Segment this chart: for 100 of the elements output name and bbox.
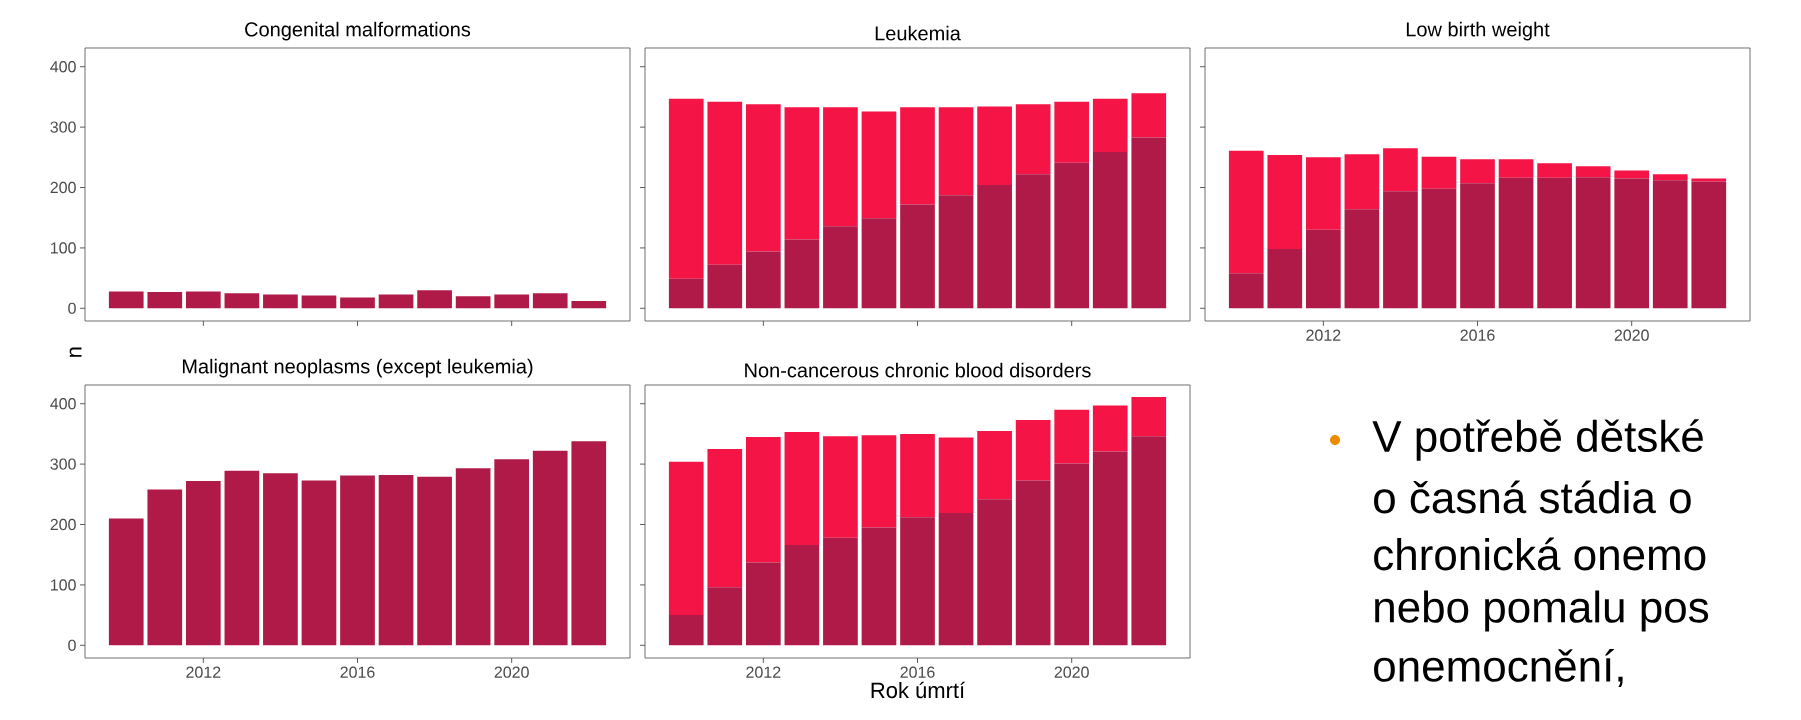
bar: [417, 290, 452, 309]
bar: [263, 294, 298, 309]
y-tick-label: 400: [50, 398, 76, 410]
bar: [784, 239, 820, 309]
bar: [1498, 159, 1534, 178]
bar: [1575, 166, 1611, 178]
bar: [745, 562, 781, 646]
bar: [977, 499, 1012, 646]
bar: [861, 527, 897, 646]
bar: [494, 294, 530, 309]
bar: [784, 432, 820, 546]
y-tick-label: 0: [68, 639, 76, 651]
bar: [823, 537, 858, 646]
x-tick-label: 2020: [1614, 329, 1649, 341]
bar: [823, 436, 858, 538]
bar: [1092, 98, 1128, 152]
bar: [977, 430, 1012, 500]
bar: [1015, 174, 1051, 309]
bar: [1228, 273, 1264, 309]
bar: [263, 473, 298, 646]
bar: [668, 461, 704, 616]
bar: [494, 459, 530, 646]
bar: [938, 437, 974, 514]
bar: [668, 98, 704, 279]
y-tick-label: 400: [50, 61, 76, 73]
bar: [1652, 180, 1688, 309]
bar: [938, 195, 974, 309]
bar: [977, 106, 1012, 186]
bar: [1015, 104, 1051, 175]
bar: [340, 297, 375, 309]
x-tick-label: 2016: [1460, 329, 1495, 341]
bar: [1054, 101, 1090, 163]
bar: [455, 296, 491, 309]
bar: [861, 111, 897, 219]
bar: [707, 264, 743, 309]
bar: [455, 468, 491, 646]
bar: [1092, 405, 1128, 452]
text: V potřebě dětské: [1372, 419, 1703, 461]
bar: [185, 481, 221, 646]
x-tick-label: 2016: [340, 666, 375, 678]
bar: [1228, 150, 1264, 274]
bar: [1054, 162, 1090, 309]
bar: [900, 204, 935, 309]
bar: [900, 433, 935, 518]
bar: [147, 292, 183, 309]
bar: [108, 518, 144, 646]
y-axis-title: n: [69, 347, 82, 357]
bar: [1131, 397, 1167, 437]
bar: [668, 278, 704, 309]
bar: [977, 185, 1012, 309]
bar: [745, 251, 781, 309]
bar: [900, 517, 935, 646]
y-tick-label: 300: [50, 458, 76, 470]
bar: [784, 545, 820, 646]
text: nebo pomalu pos: [1375, 590, 1709, 632]
bar: [745, 104, 781, 252]
bar: [571, 301, 607, 309]
bar: [1306, 157, 1341, 230]
bar: [1383, 191, 1418, 309]
bar: [1344, 209, 1380, 309]
bar: [1344, 154, 1380, 210]
bar: [1421, 188, 1457, 309]
bar: [1092, 451, 1128, 646]
bar: [378, 474, 414, 646]
bar: [1054, 409, 1090, 464]
bar: [1614, 178, 1650, 309]
bar: [1460, 159, 1495, 184]
y-tick-label: 200: [50, 181, 76, 194]
chart-title: Leukemia: [875, 25, 961, 41]
bar: [301, 480, 337, 646]
bar: [938, 107, 974, 196]
bar: [707, 449, 743, 588]
x-tick-label: 2020: [494, 666, 529, 678]
bar: [1054, 463, 1090, 646]
x-axis-title: Rok úmrtí: [871, 681, 966, 699]
bar: [224, 293, 260, 309]
bar: [1306, 229, 1341, 309]
bar: [1614, 170, 1650, 179]
bar: [823, 226, 858, 309]
bar: [1092, 151, 1128, 309]
bar: [707, 101, 743, 265]
chart-title: Malignant neoplasms (except leukemia): [182, 358, 533, 378]
x-tick-label: 2016: [900, 666, 935, 678]
bar: [1537, 177, 1572, 309]
x-tick-label: 2012: [746, 666, 781, 678]
bar: [1575, 177, 1611, 309]
bar: [340, 475, 375, 646]
bar: [861, 218, 897, 309]
y-tick-label: 100: [51, 242, 76, 254]
x-tick-label: 2012: [1306, 329, 1341, 341]
bar: [1691, 178, 1727, 182]
bar: [301, 295, 337, 309]
bar: [861, 435, 897, 528]
bar: [784, 107, 820, 240]
x-tick-label: 2012: [186, 666, 221, 678]
bar: [1131, 137, 1167, 309]
bar: [417, 476, 452, 646]
bar: [1015, 480, 1051, 646]
bar: [1015, 420, 1051, 481]
bar: [900, 107, 935, 205]
